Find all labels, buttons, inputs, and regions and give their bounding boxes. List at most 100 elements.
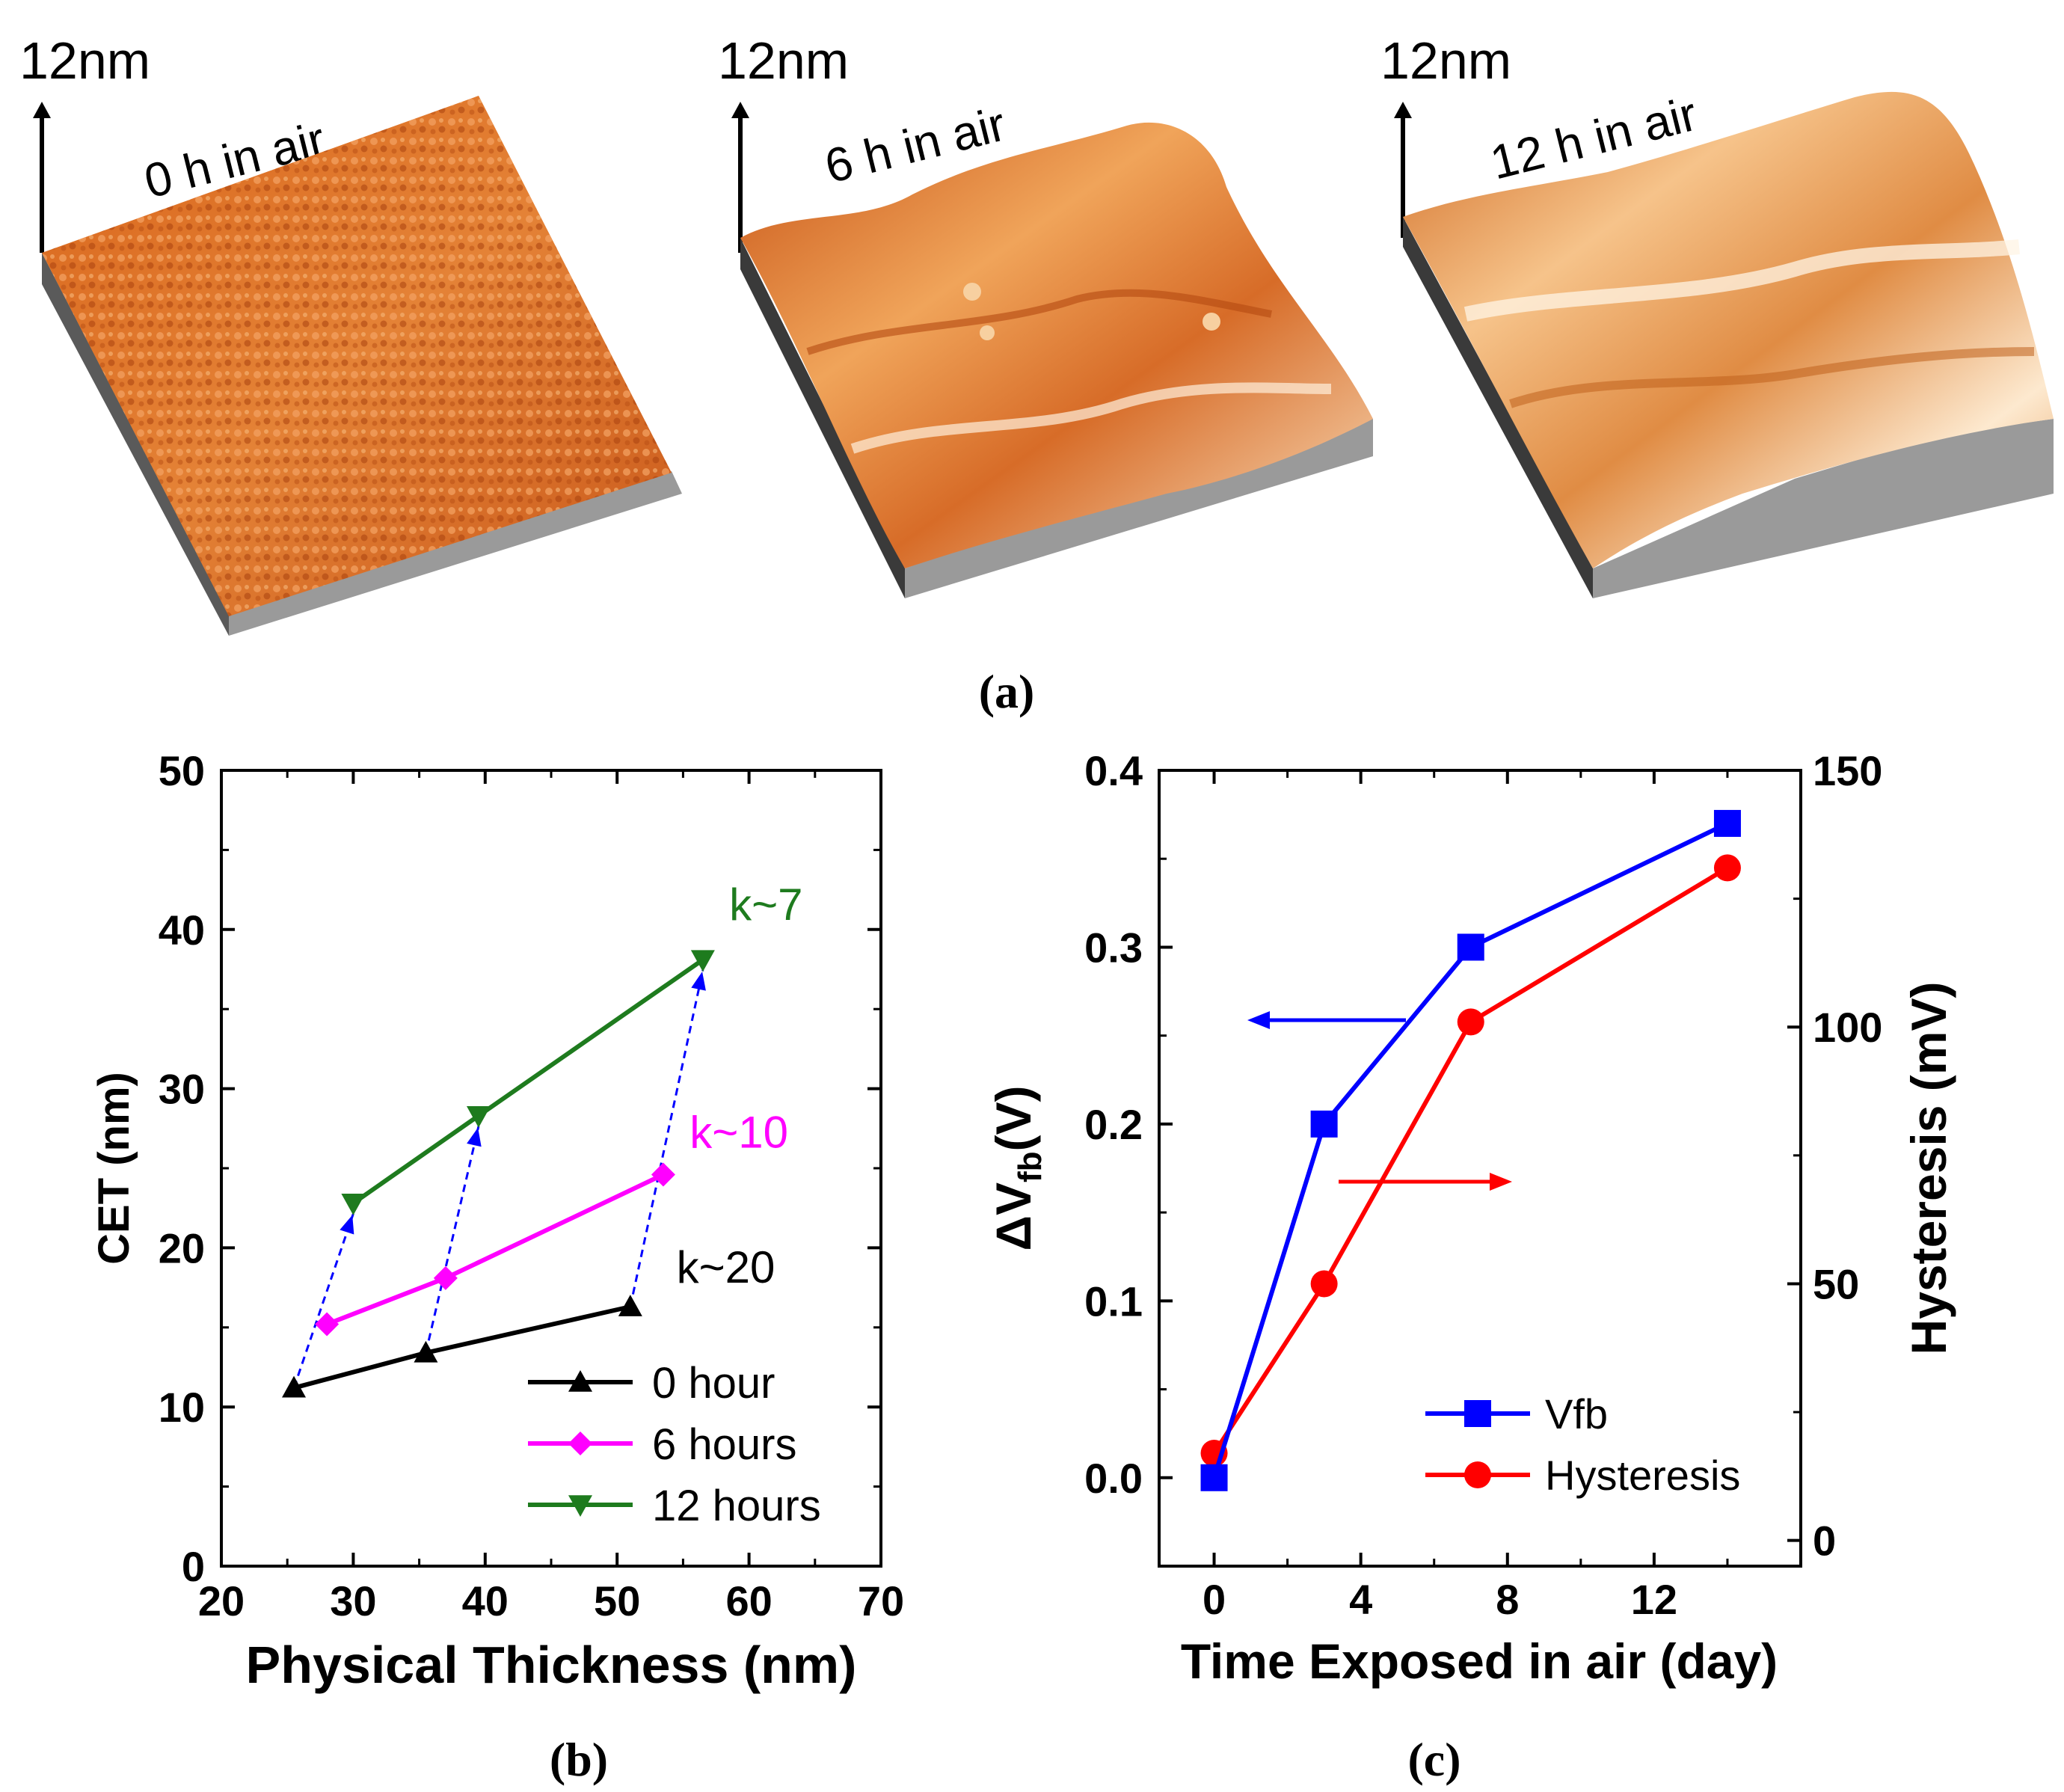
x-axis-title: Time Exposed in air (day) [1181,1633,1778,1689]
x-tick-label: 20 [198,1577,245,1624]
afm-surface [740,122,1373,569]
data-point [1310,1270,1338,1298]
y-tick-label: 10 [159,1384,205,1431]
y2-axis-title: Hysteresis (mV) [1901,982,1956,1355]
legend-label: 12 hours [652,1482,821,1530]
legend-marker [1464,1400,1491,1427]
pointer-arrow-icon [1490,1173,1512,1191]
afm-ridge [806,289,1272,355]
legend: 0 hour 6 hours 12 hours [528,1359,821,1530]
x-tick-label: 8 [1496,1576,1519,1623]
y-axis-title: ΔVfb(V) [986,1086,1048,1251]
axis-ticks [220,769,882,1568]
y2-tick-label: 100 [1813,1004,1882,1051]
pointer-arrow-icon [1247,1011,1270,1029]
k-annotation: k~7 [729,880,802,930]
series-line [1211,821,1729,1479]
y-tick-label: 20 [159,1224,205,1271]
x-axis-title: Physical Thickness (nm) [246,1636,857,1694]
legend-marker [568,1495,592,1517]
data-point [1713,854,1741,882]
data-point [1200,1464,1228,1491]
afm-ridge [1463,239,2020,322]
data-point [618,1295,642,1316]
afm-panel-group: 12nm 0 h in air 12nm 6 h in air 12 [19,31,2054,636]
data-point [1310,1110,1338,1138]
y2-tick-label: 0 [1813,1518,1836,1565]
data-point [1457,933,1484,961]
x-tick-label: 70 [858,1577,904,1624]
y-tick-label: 0 [182,1543,205,1590]
arrow-head-icon [33,102,51,118]
y-tick-label: 0.3 [1084,924,1143,971]
afm-scale-label: 12nm [1380,31,1511,90]
y-tick-label: 50 [159,747,205,794]
afm-image-6h: 12nm 6 h in air [718,31,1373,598]
plot-frame [1158,769,1802,1568]
x-tick-label: 60 [725,1577,772,1624]
y-tick-labels: 0.0 0.1 0.2 0.3 0.4 [1084,747,1143,1502]
afm-side-left [1403,217,1593,598]
y2-tick-label: 50 [1813,1260,1859,1307]
data-point [315,1312,340,1337]
data-point [690,950,715,972]
caption-b: (b) [550,1733,608,1786]
data-point [414,1340,438,1363]
arrow-head-icon [1394,102,1412,118]
series-line [326,1172,665,1327]
y-tick-labels: 0 10 20 30 40 50 [159,747,205,1590]
y2-tick-label: 150 [1813,747,1882,794]
afm-ridge [1509,347,2035,408]
x-tick-label: 50 [594,1577,640,1624]
afm-image-12h: 12nm 12 h in air [1380,31,2054,598]
data-point [1713,809,1741,837]
legend: Vfb Hysteresis [1425,1390,1740,1499]
x-tick-label: 0 [1203,1576,1226,1623]
y-tick-label: 0.4 [1084,747,1143,794]
afm-peak [980,325,995,340]
data-point [282,1375,307,1398]
data-point [651,1162,675,1187]
afm-surface-texture [42,96,672,616]
legend-marker [568,1370,592,1392]
k-annotation: k~20 [677,1242,775,1292]
afm-scale-label: 12nm [19,31,150,90]
series-group [282,950,715,1398]
series-group [1200,809,1741,1491]
data-point [466,1105,491,1128]
x-tick-labels: 20 30 40 50 60 70 [198,1577,904,1624]
right-axis-pointer [1339,1173,1512,1191]
legend-marker [1464,1461,1491,1488]
x-tick-label: 30 [330,1577,376,1624]
y-axis-title: CET (nm) [90,1072,138,1265]
transition-arrow-icon [467,1127,482,1147]
y-tick-label: 30 [159,1066,205,1113]
x-tick-labels: 0 4 8 12 [1203,1576,1677,1623]
legend-marker [568,1432,592,1455]
x-tick-label: 4 [1349,1576,1372,1623]
series-line [1212,865,1729,1455]
legend-label: 6 hours [652,1420,796,1469]
y-tick-label: 40 [159,906,205,954]
afm-side-left [740,238,905,598]
y-tick-label: 0.1 [1084,1277,1143,1325]
x-tick-label: 40 [462,1577,509,1624]
transition-arrow-icon [691,972,706,991]
afm-peak [1203,313,1220,331]
transition-line [292,1213,354,1389]
transition-arrows [292,969,706,1389]
afm-image-0h: 12nm 0 h in air [19,31,682,636]
afm-scale-label: 12nm [718,31,849,90]
transition-line [424,1126,480,1354]
k-annotations: k~7 k~10 k~20 [677,880,803,1292]
transition-line [629,969,704,1307]
arrow-head-icon [731,102,749,118]
data-point [1457,1008,1484,1036]
data-point [433,1265,458,1290]
legend-label: 0 hour [652,1359,775,1408]
y-tick-label: 0.2 [1084,1101,1143,1148]
legend-label: Vfb [1545,1390,1608,1437]
axis-ticks [1159,769,1801,1566]
caption-a: (a) [979,665,1035,718]
